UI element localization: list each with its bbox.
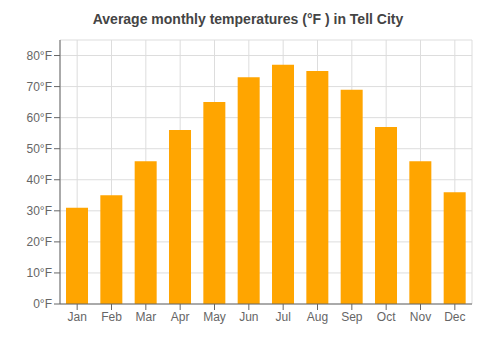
- html-text:Average monthly temperatures (: Average monthly temperatures (°F ) in Te…: [92, 11, 404, 27]
- svg-text:50°F: 50°F: [27, 142, 52, 156]
- svg-text:Sep: Sep: [341, 310, 363, 324]
- svg-text:Jun: Jun: [239, 310, 258, 324]
- svg-text:Mar: Mar: [135, 310, 156, 324]
- svg-text:Apr: Apr: [171, 310, 190, 324]
- svg-text:30°F: 30°F: [27, 204, 52, 218]
- svg-text:Oct: Oct: [377, 310, 396, 324]
- svg-text:Aug: Aug: [307, 310, 328, 324]
- svg-text:Nov: Nov: [410, 310, 431, 324]
- svg-text:Dec: Dec: [444, 310, 465, 324]
- svg-text:70°F: 70°F: [27, 80, 52, 94]
- svg-text:Jul: Jul: [275, 310, 290, 324]
- svg-text:Jan: Jan: [67, 310, 86, 324]
- svg-text:80°F: 80°F: [27, 49, 52, 63]
- svg-text:May: May: [203, 310, 226, 324]
- svg-text:10°F: 10°F: [27, 266, 52, 280]
- svg-text:Feb: Feb: [101, 310, 122, 324]
- svg-text:0°F: 0°F: [33, 297, 52, 311]
- svg-text:20°F: 20°F: [27, 235, 52, 249]
- svg-text:40°F: 40°F: [27, 173, 52, 187]
- svg-text:60°F: 60°F: [27, 111, 52, 125]
